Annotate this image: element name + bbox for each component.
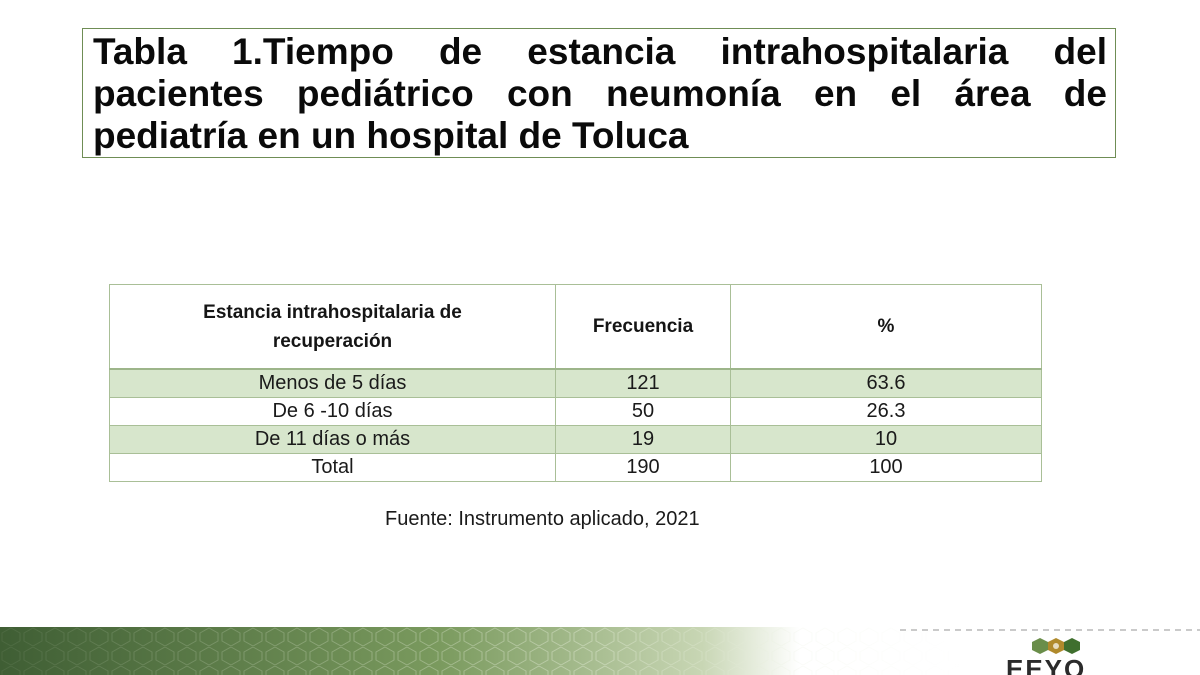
cell-stay: De 11 días o más bbox=[109, 425, 556, 454]
logo-text: EEYO bbox=[1006, 654, 1087, 675]
cell-stay: Menos de 5 días bbox=[109, 368, 556, 398]
cell-frequency: 190 bbox=[555, 453, 731, 482]
cell-percent: 100 bbox=[730, 453, 1042, 482]
table-row: Menos de 5 días 121 63.6 bbox=[109, 368, 1042, 398]
footer-pattern-graphic bbox=[0, 627, 1200, 675]
cell-frequency: 19 bbox=[555, 425, 731, 454]
institution-logo: EEYO bbox=[1000, 636, 1125, 675]
data-table-container: Estancia intrahospitalaria de recuperaci… bbox=[109, 284, 1042, 482]
table-row-total: Total 190 100 bbox=[109, 453, 1042, 482]
cell-frequency: 121 bbox=[555, 368, 731, 398]
cell-percent: 26.3 bbox=[730, 397, 1042, 426]
header-stay: Estancia intrahospitalaria de recuperaci… bbox=[109, 284, 556, 370]
logo-emblem-icon bbox=[1032, 638, 1080, 654]
header-stay-line2: recuperación bbox=[272, 330, 393, 352]
slide-title: Tabla 1.Tiempo de estancia intrahospital… bbox=[93, 31, 1107, 156]
cell-percent: 63.6 bbox=[730, 368, 1042, 398]
source-note: Fuente: Instrumento aplicado, 2021 bbox=[385, 508, 700, 530]
cell-percent: 10 bbox=[730, 425, 1042, 454]
stay-duration-table: Estancia intrahospitalaria de recuperaci… bbox=[109, 284, 1042, 482]
table-row: De 11 días o más 19 10 bbox=[109, 425, 1042, 454]
header-frequency: Frecuencia bbox=[555, 284, 731, 370]
header-percent: % bbox=[730, 284, 1042, 370]
table-row: De 6 -10 días 50 26.3 bbox=[109, 397, 1042, 426]
cell-frequency: 50 bbox=[555, 397, 731, 426]
footer-decorative-band bbox=[0, 627, 1200, 675]
header-stay-line1: Estancia intrahospitalaria de bbox=[203, 301, 462, 323]
table-header-row: Estancia intrahospitalaria de recuperaci… bbox=[109, 284, 1042, 370]
cell-stay: Total bbox=[109, 453, 556, 482]
title-box: Tabla 1.Tiempo de estancia intrahospital… bbox=[82, 28, 1116, 158]
cell-stay: De 6 -10 días bbox=[109, 397, 556, 426]
